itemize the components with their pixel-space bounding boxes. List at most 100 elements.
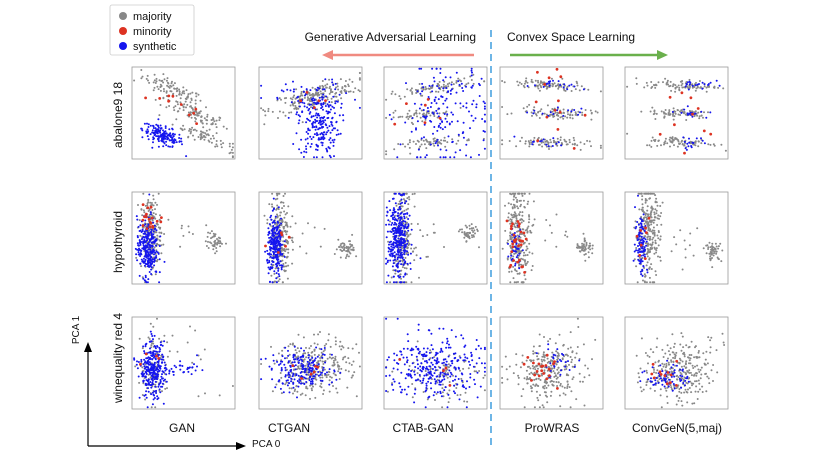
majority-point: [515, 145, 518, 148]
majority-point: [406, 112, 409, 115]
synthetic-point: [150, 367, 152, 370]
majority-point: [443, 136, 446, 139]
majority-point: [147, 199, 150, 201]
majority-point: [649, 192, 652, 195]
synthetic-point: [151, 131, 154, 134]
majority-point: [545, 145, 548, 148]
synthetic-point: [391, 243, 394, 246]
synthetic-point: [273, 270, 276, 273]
majority-point: [688, 244, 691, 247]
synthetic-point: [140, 358, 143, 361]
synthetic-point: [180, 140, 183, 143]
majority-point: [285, 265, 288, 268]
majority-point: [137, 204, 139, 206]
majority-point: [641, 195, 644, 198]
synthetic-point: [333, 106, 335, 109]
majority-point: [653, 139, 655, 142]
synthetic-point: [432, 112, 435, 115]
synthetic-point: [314, 128, 317, 131]
majority-point: [670, 89, 673, 92]
minority-point: [517, 244, 520, 248]
synthetic-point: [397, 270, 400, 273]
synthetic-point: [308, 103, 311, 106]
majority-point: [569, 114, 571, 117]
legend-marker-synthetic: [119, 42, 127, 50]
synthetic-point: [325, 95, 328, 98]
synthetic-point: [147, 138, 150, 141]
majority-point: [328, 87, 331, 90]
synthetic-point: [406, 242, 409, 245]
synthetic-point: [577, 113, 580, 116]
synthetic-point: [683, 140, 686, 143]
synthetic-point: [402, 239, 405, 242]
synthetic-point: [416, 156, 418, 159]
synthetic-point: [144, 249, 147, 252]
majority-point: [211, 236, 214, 239]
synthetic-point: [393, 216, 396, 219]
synthetic-point: [141, 129, 144, 132]
majority-point: [669, 80, 672, 83]
majority-point: [424, 86, 427, 88]
synthetic-point: [147, 278, 150, 281]
majority-point: [228, 145, 231, 148]
majority-point: [655, 209, 658, 212]
synthetic-point: [328, 154, 331, 157]
majority-point: [468, 227, 471, 230]
minority-points: [141, 203, 163, 231]
synthetic-point: [260, 97, 263, 99]
synthetic-point: [309, 89, 312, 92]
majority-point: [205, 245, 208, 247]
synthetic-point: [441, 121, 444, 123]
majority-point: [521, 211, 524, 214]
synthetic-point: [139, 255, 142, 257]
majority-point: [274, 223, 276, 226]
synthetic-point: [152, 131, 155, 134]
majority-point: [588, 140, 591, 143]
synthetic-point: [439, 126, 442, 129]
majority-point: [209, 137, 212, 140]
majority-point: [331, 90, 334, 93]
majority-point: [151, 219, 154, 222]
majority-point: [347, 83, 350, 86]
majority-point: [213, 235, 216, 238]
synthetic-point: [718, 84, 721, 87]
synthetic-point: [513, 232, 516, 234]
synthetic-point: [420, 137, 423, 140]
majority-point: [584, 259, 587, 262]
majority-point: [394, 214, 396, 217]
synthetic-point: [187, 370, 190, 373]
synthetic-point: [306, 106, 309, 109]
majority-point: [339, 90, 342, 93]
majority-point: [674, 138, 677, 140]
synthetic-point: [157, 252, 160, 255]
majority-point: [642, 279, 644, 282]
majority-point: [176, 103, 179, 106]
majority-point: [654, 216, 657, 219]
majority-point: [281, 207, 284, 210]
majority-point: [518, 213, 521, 216]
majority-point: [720, 143, 723, 146]
synthetic-point: [149, 246, 152, 249]
minority-point: [159, 220, 163, 224]
majority-point: [567, 113, 569, 116]
synthetic-point: [150, 228, 153, 231]
majority-point: [570, 90, 573, 92]
synthetic-point: [428, 84, 431, 87]
majority-point: [408, 109, 411, 112]
majority-point: [644, 281, 646, 284]
pca0-arrow-head: [236, 442, 246, 450]
synthetic-point: [640, 235, 643, 238]
minority-point: [264, 244, 267, 248]
synthetic-point: [152, 136, 155, 139]
synthetic-point: [136, 242, 139, 245]
majority-point: [646, 252, 649, 255]
majority-point: [573, 142, 576, 145]
synthetic-point: [152, 230, 155, 233]
majority-point: [210, 141, 213, 144]
majority-point: [398, 95, 401, 98]
synthetic-point: [144, 219, 147, 222]
synthetic-point: [483, 113, 486, 116]
majority-point: [512, 277, 515, 280]
majority-point: [206, 113, 209, 116]
legend-marker-minority: [119, 27, 127, 35]
